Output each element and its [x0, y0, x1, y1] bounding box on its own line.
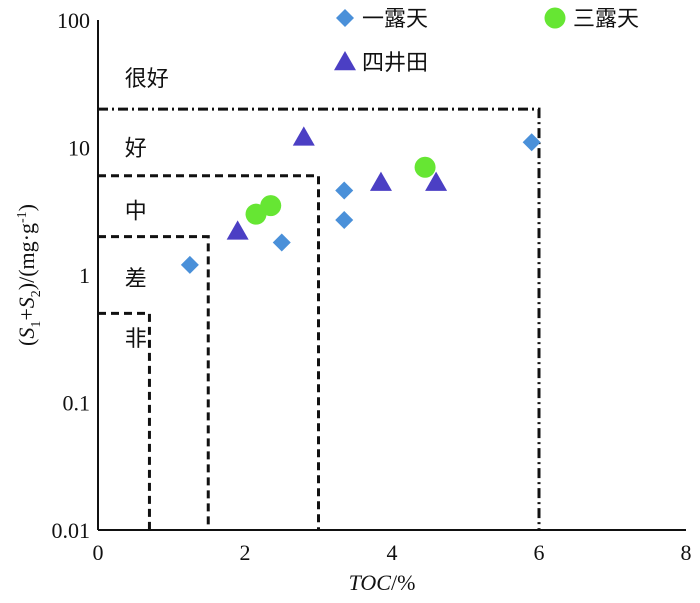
y-title-sup: -1: [15, 211, 30, 223]
zone-boundary: [98, 235, 210, 530]
y-title-s2: S: [14, 297, 39, 308]
y-title-plus: +: [14, 308, 39, 320]
legend-label: 四井田: [362, 51, 428, 76]
legend-label: 一露天: [362, 7, 428, 32]
legend-marker-circle: [544, 7, 566, 29]
zone-boundary: [98, 311, 151, 530]
x-tick-label: 8: [681, 540, 692, 565]
y-title-rest: )/(mg·g: [14, 223, 39, 290]
y-title-sub2: 2: [29, 290, 44, 297]
data-point-circle: [260, 195, 282, 217]
zone-label: 很好: [125, 67, 169, 92]
data-point-circle: [414, 156, 436, 178]
data-point-diamond: [335, 211, 354, 230]
x-tick-label: 2: [240, 540, 251, 565]
zone-label: 非: [125, 327, 147, 352]
zone-label: 差: [125, 267, 147, 292]
x-axis-title-var: TOC: [349, 570, 392, 595]
data-point-diamond: [180, 255, 199, 274]
y-axis-title: (S1+S2)/(mg·g-1): [14, 204, 44, 346]
y-tick-label: 100: [57, 8, 90, 33]
tick-labels: 0 2 4 6 8 0.01 0.1 1 10 100: [52, 8, 692, 565]
data-point-diamond: [272, 233, 291, 252]
y-title-sub1: 1: [29, 321, 44, 328]
x-tick-label: 6: [534, 540, 545, 565]
x-axis-title: TOC/%: [349, 570, 416, 595]
data-point-triangle: [226, 220, 249, 240]
y-tick-label: 0.1: [63, 391, 91, 416]
x-axis-title-unit: /%: [391, 570, 415, 595]
x-tick-label: 4: [387, 540, 398, 565]
y-tick-label: 0.01: [52, 518, 91, 543]
zone-boundary: [98, 107, 541, 530]
y-title-open: (: [14, 339, 39, 346]
data-point-triangle: [369, 171, 392, 191]
y-title-s1: S: [14, 328, 39, 339]
legend-label: 三露天: [573, 7, 639, 32]
axes: [97, 20, 686, 531]
y-tick-label: 10: [68, 136, 90, 161]
y-tick-label: 1: [79, 263, 90, 288]
zone-label: 中: [125, 200, 147, 225]
legend-marker-triangle: [334, 51, 356, 71]
x-tick-label: 0: [93, 540, 104, 565]
data-point-diamond: [522, 133, 541, 152]
data-point-diamond: [335, 181, 354, 200]
data-point-triangle: [425, 171, 448, 191]
y-title-close: ): [14, 204, 39, 211]
zone-boundary: [98, 174, 320, 530]
legend-marker-diamond: [336, 9, 354, 27]
data-point-triangle: [292, 126, 315, 146]
data-points: [180, 126, 541, 274]
zone-label: 好: [125, 137, 147, 162]
